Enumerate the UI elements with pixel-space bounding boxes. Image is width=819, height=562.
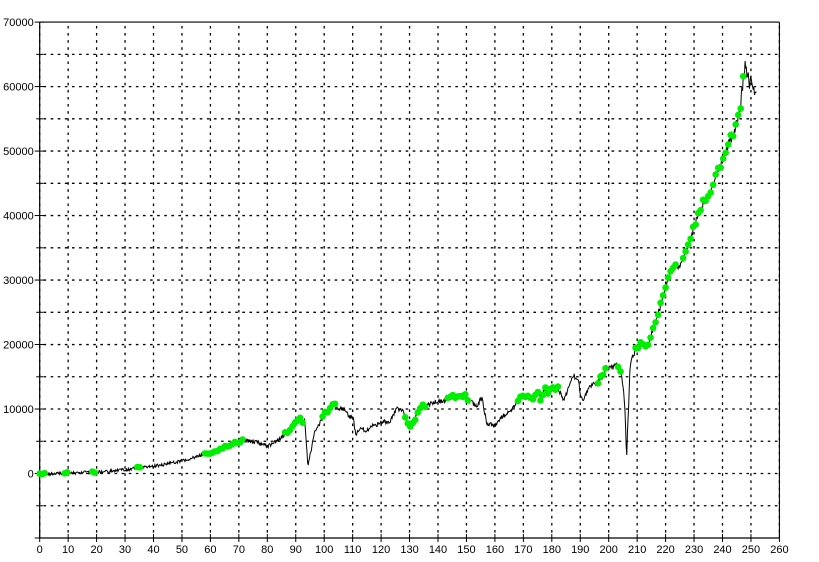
- svg-text:50000: 50000: [3, 146, 34, 158]
- svg-text:80: 80: [261, 544, 273, 556]
- svg-text:30: 30: [119, 544, 131, 556]
- svg-text:180: 180: [543, 544, 561, 556]
- svg-text:40000: 40000: [3, 211, 34, 223]
- svg-text:20: 20: [90, 544, 102, 556]
- svg-text:0: 0: [37, 544, 43, 556]
- svg-text:20000: 20000: [3, 340, 34, 352]
- svg-text:40: 40: [147, 544, 159, 556]
- svg-text:130: 130: [400, 544, 418, 556]
- svg-text:210: 210: [628, 544, 646, 556]
- svg-text:170: 170: [514, 544, 532, 556]
- svg-text:10: 10: [62, 544, 74, 556]
- svg-text:50: 50: [176, 544, 188, 556]
- svg-text:70: 70: [233, 544, 245, 556]
- svg-text:240: 240: [713, 544, 731, 556]
- svg-text:190: 190: [571, 544, 589, 556]
- svg-text:150: 150: [457, 544, 475, 556]
- svg-text:60: 60: [204, 544, 216, 556]
- svg-text:260: 260: [770, 544, 788, 556]
- svg-text:100: 100: [315, 544, 333, 556]
- svg-text:90: 90: [290, 544, 302, 556]
- svg-text:30000: 30000: [3, 275, 34, 287]
- svg-text:0: 0: [28, 469, 34, 481]
- svg-text:70000: 70000: [3, 17, 34, 29]
- svg-text:230: 230: [685, 544, 703, 556]
- svg-text:110: 110: [344, 544, 362, 556]
- svg-text:160: 160: [486, 544, 504, 556]
- svg-text:10000: 10000: [3, 404, 34, 416]
- svg-text:250: 250: [742, 544, 760, 556]
- svg-text:140: 140: [429, 544, 447, 556]
- svg-text:220: 220: [656, 544, 674, 556]
- svg-text:120: 120: [372, 544, 390, 556]
- svg-text:200: 200: [600, 544, 618, 556]
- svg-text:60000: 60000: [3, 82, 34, 94]
